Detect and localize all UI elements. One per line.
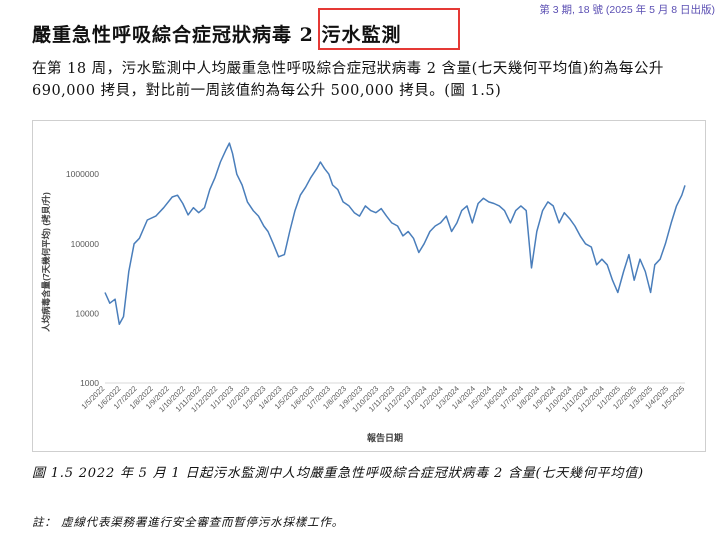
- line-chart: 10001000010000010000001/5/20221/6/20221/…: [41, 142, 686, 443]
- y-axis-title: 人均病毒含量(7天幾何平均) (拷貝/升): [41, 192, 51, 332]
- chart-frame: 1000 10000 100000 1000000 1/5/2022 1/6/2022 1/…: [32, 120, 706, 452]
- issue-info: 第 3 期, 18 號 (2025 年 5 月 8 日出版): [539, 4, 715, 16]
- y-tick-label: 100000: [71, 239, 100, 249]
- footnote: 註： 虛線代表渠務署進行安全審查而暫停污水採樣工作。: [32, 515, 344, 529]
- y-tick-label: 10000: [75, 308, 99, 318]
- figure-caption: 圖 1.5 2022 年 5 月 1 日起污水監測中人均嚴重急性呼吸綜合症冠狀病…: [32, 466, 644, 481]
- series-line: [104, 142, 686, 325]
- page-title: 嚴重急性呼吸綜合症冠狀病毒 2 污水監測: [32, 24, 402, 46]
- x-axis-title: 報告日期: [367, 432, 403, 443]
- summary-paragraph: 在第 18 周，污水監測中人均嚴重急性呼吸綜合症冠狀病毒 2 含量(七天幾何平均…: [32, 61, 664, 99]
- y-tick-label: 1000: [80, 378, 99, 388]
- y-tick-label: 1000000: [66, 169, 99, 179]
- highlight-box: [318, 8, 460, 50]
